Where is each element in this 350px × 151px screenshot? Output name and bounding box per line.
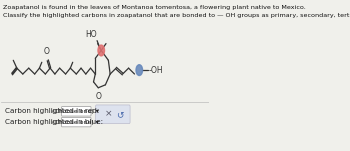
FancyBboxPatch shape [96,105,130,124]
Circle shape [98,45,105,56]
Circle shape [136,65,142,76]
Text: Zoapatanol is found in the leaves of Montanoa tomentosa, a flowering plant nativ: Zoapatanol is found in the leaves of Mon… [3,5,306,10]
Text: (Choose one) ▾: (Choose one) ▾ [52,109,99,114]
Text: Classify the highlighted carbons in zoapatanol that are bonded to — OH groups as: Classify the highlighted carbons in zoap… [3,13,350,18]
Text: -OH: -OH [148,66,163,75]
Text: O: O [95,92,101,101]
Text: ↺: ↺ [117,110,124,119]
Text: (Choose one) ▾: (Choose one) ▾ [52,120,99,125]
Text: Carbon highlighted in blue:: Carbon highlighted in blue: [5,119,103,125]
Text: O: O [44,47,49,56]
Text: Carbon highlighted in red:: Carbon highlighted in red: [5,108,99,114]
FancyBboxPatch shape [62,107,91,116]
Text: ×: × [105,110,112,119]
FancyBboxPatch shape [62,117,91,127]
Text: HO: HO [85,30,97,39]
